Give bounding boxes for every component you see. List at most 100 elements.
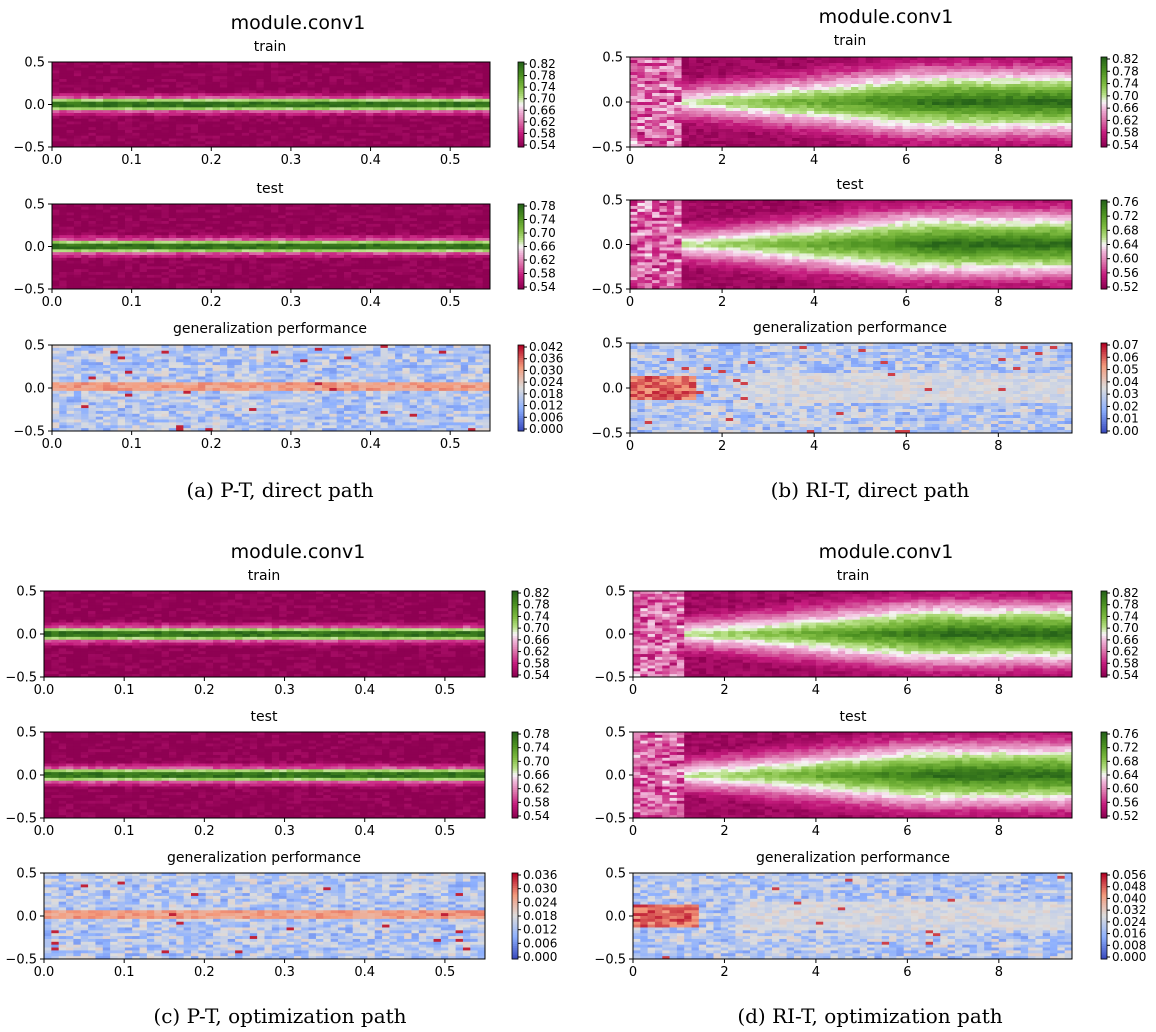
heatmap-cell — [431, 286, 440, 290]
heatmap-cell — [205, 370, 213, 375]
heatmap-cell — [329, 223, 338, 228]
heatmap-cell — [380, 243, 389, 247]
heatmap-cell — [176, 393, 184, 397]
heatmap-cell — [417, 204, 425, 208]
heatmap-cell — [482, 235, 491, 239]
heatmap-cell — [73, 408, 82, 412]
heatmap-cell — [176, 62, 184, 66]
heatmap-cell — [176, 350, 184, 354]
heatmap-cell — [336, 240, 345, 245]
heatmap-cell — [263, 382, 272, 386]
heatmap-cell — [132, 132, 140, 137]
heatmap-cell — [132, 345, 140, 349]
heatmap-cell — [256, 115, 265, 120]
heatmap-cell — [365, 238, 374, 242]
heatmap-cell — [453, 132, 462, 137]
heatmap-cell — [81, 232, 89, 236]
heatmap-cell — [409, 132, 418, 137]
heatmap-cell — [344, 229, 352, 233]
heatmap-cell — [125, 87, 133, 91]
heatmap-cell — [292, 132, 301, 137]
heatmap-cell — [446, 84, 454, 88]
heatmap-cell — [249, 257, 257, 262]
heatmap-cell — [125, 376, 133, 380]
heatmap-cell — [402, 107, 411, 111]
heatmap-cell — [365, 110, 374, 114]
heatmap-cell — [417, 141, 425, 145]
heatmap-cell — [205, 263, 213, 267]
heatmap-cell — [300, 87, 308, 91]
heatmap-cell — [219, 76, 228, 80]
heatmap-cell — [117, 428, 126, 432]
heatmap-cell — [139, 422, 148, 426]
heatmap-cell — [154, 110, 162, 114]
heatmap-cell — [183, 399, 192, 403]
heatmap-cell — [482, 255, 491, 259]
heatmap-cell — [482, 221, 491, 225]
heatmap-cell — [59, 277, 67, 281]
heatmap-cell — [475, 113, 484, 117]
heatmap-cell — [460, 130, 469, 134]
heatmap-cell — [146, 67, 155, 71]
heatmap-cell — [59, 226, 67, 230]
heatmap-cell — [409, 212, 418, 216]
heatmap-cell — [66, 283, 75, 287]
heatmap-cell — [52, 84, 60, 88]
heatmap-cell — [278, 385, 286, 389]
heatmap-cell — [482, 232, 491, 236]
heatmap-cell — [329, 212, 338, 216]
heatmap-cell — [417, 132, 425, 137]
heatmap-cell — [219, 113, 228, 117]
heatmap-cell — [256, 255, 265, 259]
heatmap-cell — [402, 238, 411, 242]
heatmap-cell — [271, 283, 279, 287]
heatmap-cell — [117, 73, 126, 77]
heatmap-cell — [161, 413, 170, 418]
heatmap-cell — [402, 209, 411, 213]
heatmap-cell — [81, 402, 89, 406]
heatmap-cell — [154, 127, 162, 131]
heatmap-cell — [59, 76, 67, 80]
heatmap-cell — [212, 215, 221, 219]
heatmap-cell — [198, 90, 206, 94]
heatmap-cell — [292, 212, 301, 216]
heatmap-cell — [351, 93, 359, 97]
heatmap-cell — [132, 410, 140, 415]
heatmap-cell — [322, 422, 330, 426]
heatmap-cell — [176, 367, 184, 372]
heatmap-cell — [212, 101, 221, 105]
heatmap-cell — [285, 367, 294, 372]
heatmap-cell — [227, 70, 235, 74]
heatmap-cell — [190, 204, 199, 208]
caption: (b) RI-T, direct path — [590, 478, 1150, 502]
heatmap-cell — [373, 141, 381, 145]
heatmap-cell — [344, 84, 352, 88]
heatmap-cell — [351, 127, 359, 131]
heatmap-cell — [482, 257, 491, 262]
heatmap-cell — [103, 110, 111, 114]
heatmap-cell — [460, 93, 469, 97]
heatmap-cell — [125, 402, 133, 406]
heatmap-cell — [387, 127, 396, 131]
heatmap-cell — [52, 277, 60, 281]
heatmap-cell — [190, 209, 199, 213]
heatmap-cell — [307, 373, 316, 377]
heatmap-cell — [365, 98, 374, 103]
heatmap-cell — [132, 246, 140, 250]
heatmap-cell — [190, 96, 199, 100]
heatmap-cell — [292, 204, 301, 208]
heatmap-cell — [81, 101, 89, 105]
heatmap-cell — [205, 209, 213, 213]
heatmap-cell — [125, 274, 133, 279]
heatmap-cell — [59, 104, 67, 108]
heatmap-cell — [132, 266, 140, 270]
heatmap-cell — [66, 277, 75, 281]
heatmap-cell — [365, 113, 374, 117]
heatmap-cell — [66, 367, 75, 372]
heatmap-cell — [263, 413, 272, 418]
heatmap-cell — [351, 118, 359, 122]
heatmap-cell — [132, 212, 140, 216]
heatmap-cell — [110, 96, 119, 100]
heatmap-cell — [227, 385, 235, 389]
heatmap-cell — [395, 274, 403, 279]
